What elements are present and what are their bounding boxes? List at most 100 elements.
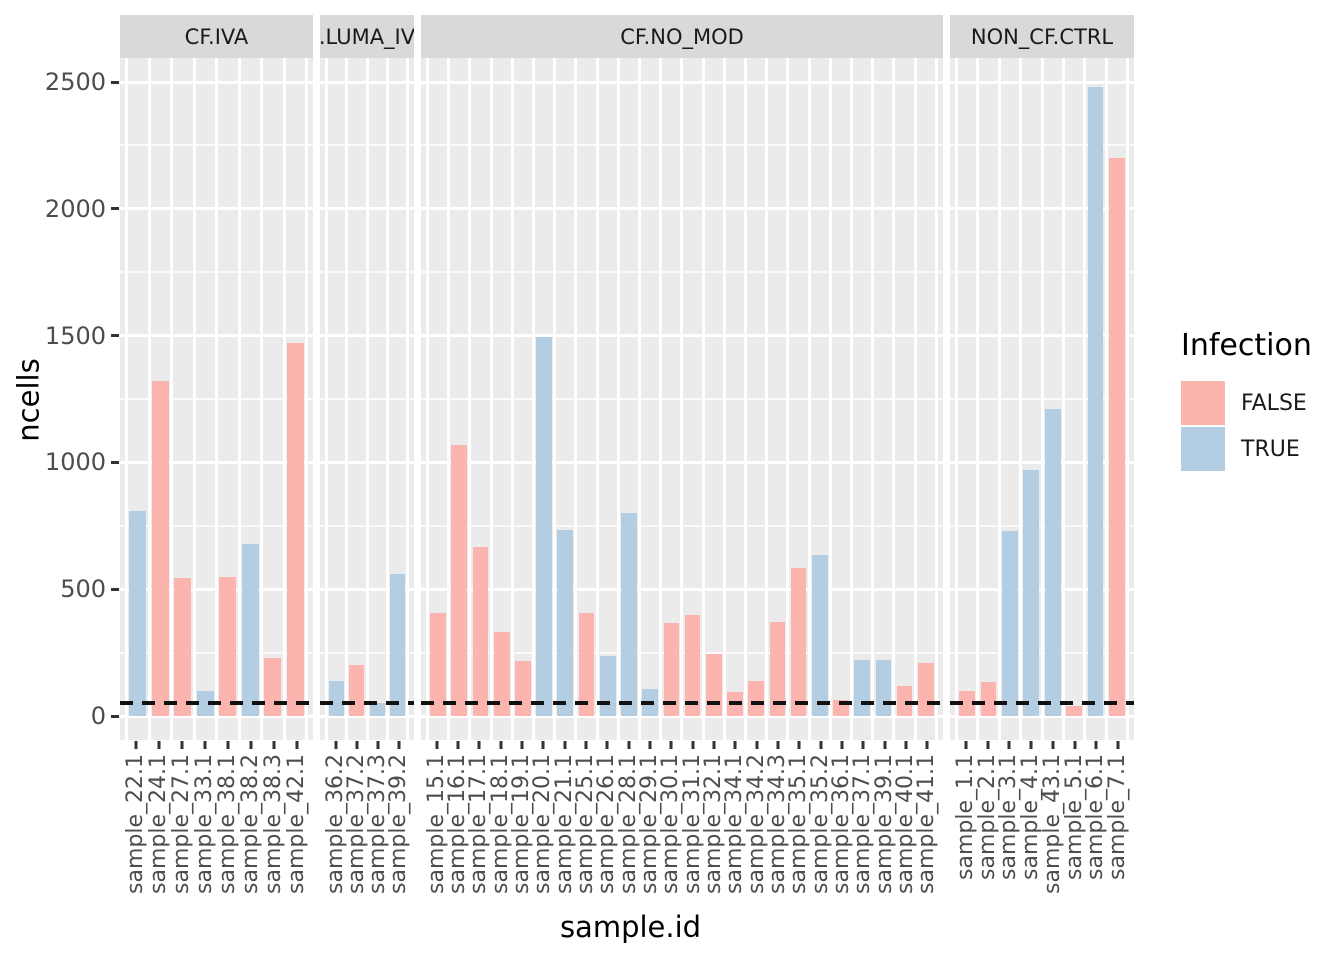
x-tick-mark xyxy=(1007,741,1011,749)
x-tick-mark xyxy=(477,741,481,749)
bar-slots xyxy=(950,58,1134,740)
x-tick-mark xyxy=(334,741,337,749)
x-tick-mark xyxy=(691,741,695,749)
bar-slot xyxy=(514,58,536,740)
y-tick-mark xyxy=(111,334,119,338)
x-tick-mark xyxy=(203,741,207,749)
bar-slot xyxy=(263,58,286,740)
bar-slot xyxy=(874,58,896,740)
legend-entry: TRUE xyxy=(1181,427,1312,471)
x-tick-mark xyxy=(755,741,759,749)
x-tick-mark xyxy=(1051,741,1055,749)
bar-sample_25.1 xyxy=(578,613,595,716)
bar-slot xyxy=(218,58,241,740)
x-tick-mark xyxy=(1073,741,1077,749)
bar-sample_3.1 xyxy=(1002,530,1018,716)
x-tick-mark xyxy=(499,741,503,749)
bar-slot xyxy=(832,58,854,740)
bar-sample_28.1 xyxy=(621,513,637,716)
x-tick-cell: sample_4.1 xyxy=(1018,740,1043,930)
x-tick-cell: sample_34.2 xyxy=(744,740,769,930)
x-tick-cell: sample_40.1 xyxy=(893,740,918,930)
x-tick-cell: sample_26.1 xyxy=(594,740,619,930)
x-tick-mark xyxy=(1029,741,1033,749)
bar-slot xyxy=(325,58,349,740)
bar-slot xyxy=(286,58,308,740)
bar-sample_36.2 xyxy=(329,680,345,716)
bar-slot xyxy=(450,58,472,740)
bar-slot xyxy=(979,58,1001,740)
threshold-dashed-line xyxy=(950,701,1134,706)
x-tick-mark xyxy=(904,741,908,749)
y-tick-mark xyxy=(111,80,119,84)
bar-sample_38.3 xyxy=(264,657,282,716)
x-tick-mark xyxy=(157,741,161,749)
bar-slot xyxy=(196,58,218,740)
x-tick-label: sample_27.1 xyxy=(169,754,195,894)
bar-sample_38.1 xyxy=(219,576,237,716)
x-tick-label: sample_38.3 xyxy=(260,754,286,894)
bar-slot xyxy=(493,58,514,740)
x-tick-mark xyxy=(964,741,968,749)
x-tick-cell: sample_37.2 xyxy=(344,740,369,930)
bar-slot xyxy=(471,58,493,740)
bar-sample_35.1 xyxy=(790,567,807,716)
bar-slot xyxy=(662,58,684,740)
bar-slot xyxy=(620,58,642,740)
x-tick-cell: sample_21.1 xyxy=(552,740,577,930)
bar-slot xyxy=(811,58,832,740)
x-tick-mark xyxy=(1116,741,1120,749)
bar-slot xyxy=(955,58,980,740)
legend: Infection FALSE TRUE xyxy=(1181,328,1312,473)
bar-slot xyxy=(705,58,726,740)
y-tick-mark xyxy=(111,460,119,464)
x-tick-mark xyxy=(376,741,379,749)
facet-strip: NON_CF.CTRL xyxy=(950,15,1134,58)
bar-slot xyxy=(1044,58,1065,740)
bar-slot xyxy=(1065,58,1087,740)
bar-sample_38.2 xyxy=(241,543,259,716)
bar-slot xyxy=(348,58,369,740)
x-tick-mark xyxy=(520,741,524,749)
bar-sample_37.3 xyxy=(369,703,385,716)
y-tick-mark xyxy=(111,207,119,211)
bar-slot xyxy=(726,58,748,740)
plot-area: CF.IVA .LUMA_IV CF.NO_MOD NON_CF.CTRL sampl… xyxy=(120,15,1141,930)
x-tick-cell: sample_34.1 xyxy=(722,740,747,930)
bar-sample_26.1 xyxy=(599,656,616,716)
x-tick-cell: sample_18.1 xyxy=(488,740,513,930)
x-tick-cell: sample_19.1 xyxy=(509,740,534,930)
x-tick-cell: sample_31.1 xyxy=(680,740,705,930)
bar-sample_24.1 xyxy=(151,381,169,716)
x-label-group: sample_22.1 sample_24.1 sample_27.1 sample_… xyxy=(120,740,313,930)
bar-sample_37.1 xyxy=(854,660,870,716)
x-tick-mark xyxy=(627,741,631,749)
x-tick-cell: sample_43.1 xyxy=(1040,740,1065,930)
bar-sample_21.1 xyxy=(557,529,574,716)
x-tick-cell: sample_6.1 xyxy=(1083,740,1108,930)
x-tick-cell: sample_37.1 xyxy=(850,740,875,930)
bar-slot xyxy=(125,58,151,740)
bar-slot xyxy=(241,58,263,740)
bar-sample_17.1 xyxy=(472,547,489,716)
x-tick-cell: sample_28.1 xyxy=(616,740,641,930)
x-tick-label: sample_22.1 xyxy=(123,754,149,894)
bar-sample_43.1 xyxy=(1044,409,1061,716)
y-tick-label: 2000 xyxy=(44,194,106,223)
bar-sample_30.1 xyxy=(663,623,680,716)
bar-sample_42.1 xyxy=(286,343,304,716)
bar-sample_32.1 xyxy=(705,653,722,716)
x-tick-mark xyxy=(669,741,673,749)
y-tick-label: 1500 xyxy=(44,321,106,350)
x-tick-mark xyxy=(712,741,716,749)
x-tick-cell: sample_16.1 xyxy=(445,740,470,930)
facet-strip: CF.IVA xyxy=(120,15,313,58)
threshold-dashed-line xyxy=(320,701,414,706)
x-tick-label: sample_42.1 xyxy=(283,754,309,894)
x-tick-cell: sample_7.1 xyxy=(1105,740,1130,930)
x-tick-mark xyxy=(541,741,545,749)
x-tick-cell: sample_24.1 xyxy=(146,740,171,930)
x-tick-cell: sample_39.2 xyxy=(386,740,411,930)
bar-slots xyxy=(320,58,414,740)
y-tick-label: 0 xyxy=(90,702,106,730)
